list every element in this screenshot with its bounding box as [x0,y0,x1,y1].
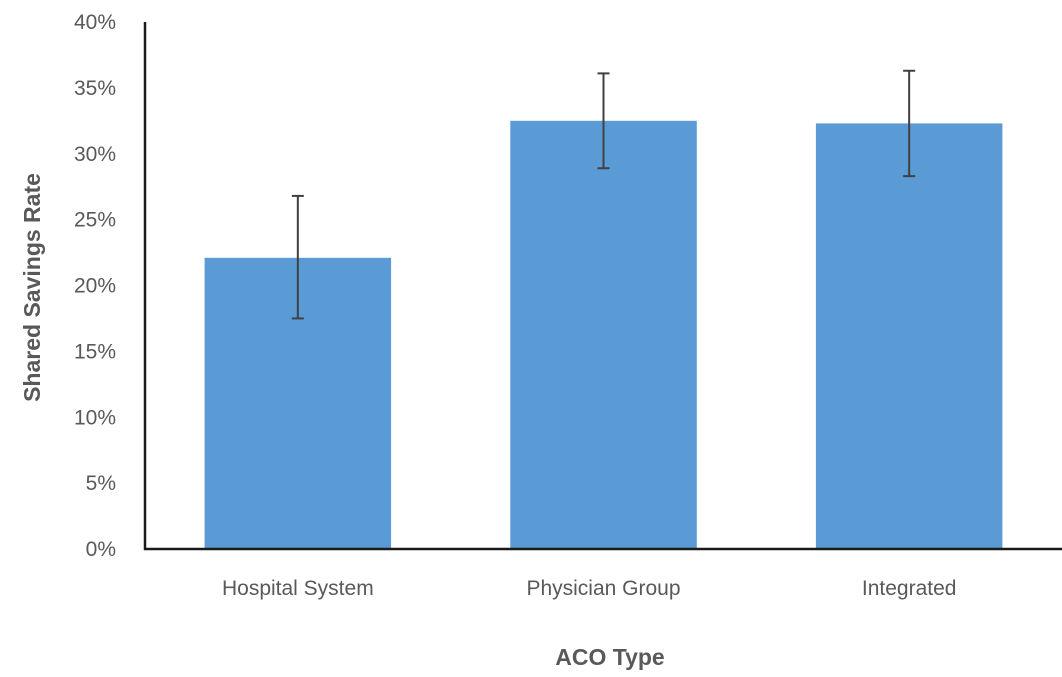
bar-integrated [815,123,1003,550]
y-tick-label: 25% [74,209,116,232]
y-tick-label: 30% [74,143,116,166]
bar-physician-group [510,120,697,550]
bars-layer [204,120,1003,550]
y-tick-label: 35% [74,77,116,100]
y-axis-title: Shared Savings Rate [19,173,45,402]
y-tick-label: 0% [86,538,116,561]
x-tick-label-hospital-system: Hospital System [222,577,374,600]
x-tick-label-integrated: Integrated [862,577,957,600]
y-tick-label: 5% [86,472,116,495]
error-bar-physician-group [597,72,610,170]
axes-layer [143,22,1062,551]
y-tick-label: 20% [74,275,116,298]
error-bar-hospital-system [291,194,304,320]
y-tick-label: 15% [74,340,116,363]
error-bar-integrated [903,69,916,178]
x-tick-label-physician-group: Physician Group [526,577,680,600]
y-tick-label: 10% [74,406,116,429]
y-tick-labels: 0% 5% 10% 15% 20% 25% 30% 35% 40% [74,11,116,561]
error-bars-layer [291,69,916,320]
x-category-labels: Hospital System Physician Group Integrated [222,577,956,600]
y-tick-label: 40% [74,11,116,34]
x-axis-title: ACO Type [555,644,664,670]
